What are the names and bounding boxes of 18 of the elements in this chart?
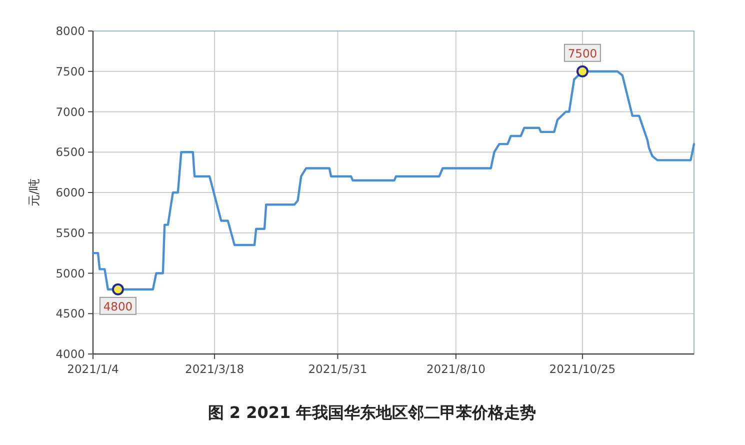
text: 图 2 2021 年我国华东地区邻二甲苯价格走势	[208, 403, 536, 422]
y-tick-label: 6500	[56, 145, 85, 160]
x-tick-label: 2021/10/25	[549, 362, 616, 376]
x-tick-label: 2021/1/4	[67, 362, 119, 376]
y-tick-label: 7500	[56, 64, 85, 78]
x-tick-label: 2021/8/10	[426, 362, 486, 376]
y-tick-label: 4500	[56, 306, 85, 321]
y-tick-label: 6000	[56, 186, 85, 200]
y-tick-label: 8000	[56, 24, 85, 38]
y-tick-label: 5000	[56, 266, 85, 280]
x-tick-label: 2021/5/31	[308, 362, 368, 376]
annotation: 4800	[103, 299, 133, 314]
y-axis-title: 元/吨	[27, 178, 41, 207]
annotation: 7500	[568, 46, 598, 60]
y-tick-label: 5500	[56, 226, 85, 240]
y-tick-label: 4000	[56, 347, 85, 361]
x-tick-label: 2021/3/18	[185, 362, 244, 376]
y-tick-label: 7000	[56, 104, 85, 119]
